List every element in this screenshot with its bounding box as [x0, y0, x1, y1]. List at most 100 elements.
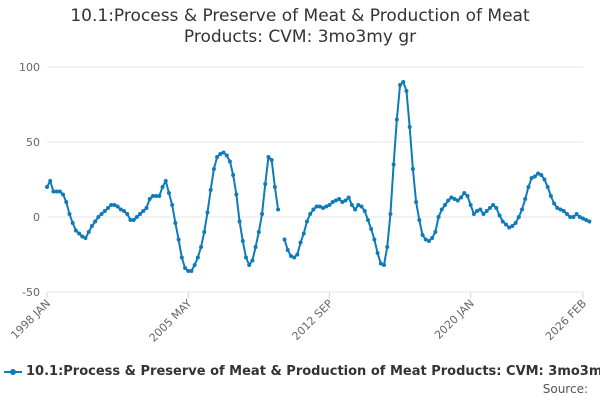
- point: [93, 219, 98, 224]
- point: [173, 221, 178, 225]
- point: [118, 207, 123, 212]
- point: [276, 207, 281, 212]
- point: [503, 222, 508, 227]
- point: [122, 209, 127, 213]
- point: [256, 230, 261, 234]
- point: [157, 194, 162, 198]
- point: [462, 191, 467, 195]
- point: [359, 204, 364, 209]
- point: [61, 192, 66, 197]
- point: [186, 269, 191, 273]
- point: [250, 258, 255, 263]
- point: [234, 192, 239, 197]
- point: [215, 155, 220, 159]
- point: [420, 233, 425, 237]
- point: [333, 198, 338, 203]
- point: [417, 218, 422, 222]
- point: [269, 158, 274, 162]
- point: [54, 189, 59, 194]
- point: [263, 182, 268, 186]
- point: [340, 200, 345, 204]
- point: [542, 177, 547, 182]
- point: [51, 189, 56, 194]
- point: [337, 197, 342, 201]
- point: [301, 231, 306, 236]
- point: [227, 159, 232, 164]
- point: [105, 206, 110, 210]
- point: [465, 194, 470, 198]
- point: [199, 245, 204, 249]
- point: [587, 219, 592, 224]
- point: [166, 191, 171, 195]
- point: [362, 209, 367, 213]
- point: [385, 245, 390, 249]
- point: [266, 155, 271, 159]
- legend-label: 10.1:Process & Preserve of Meat & Produc…: [26, 364, 600, 379]
- point: [446, 198, 451, 203]
- point: [163, 179, 168, 183]
- point: [487, 206, 492, 210]
- point: [536, 171, 541, 176]
- point: [224, 153, 229, 158]
- point: [45, 185, 49, 189]
- point: [125, 212, 130, 216]
- point: [205, 210, 210, 215]
- point: [48, 179, 53, 183]
- point: [99, 212, 104, 216]
- point: [109, 203, 114, 207]
- point: [426, 239, 431, 243]
- point: [247, 263, 252, 267]
- point: [394, 117, 399, 122]
- point: [272, 185, 277, 189]
- point: [304, 219, 309, 224]
- point: [288, 254, 293, 258]
- y-tick-label: 50: [26, 136, 40, 149]
- point: [564, 212, 569, 216]
- point: [568, 215, 573, 219]
- point: [346, 195, 351, 200]
- point: [436, 215, 441, 219]
- x-tick-label: 2026 FEB: [543, 297, 589, 343]
- point: [70, 221, 75, 225]
- chart-title: 10.1:Process & Preserve of Meat & Produc…: [70, 6, 530, 47]
- point: [548, 194, 553, 198]
- point: [57, 189, 62, 194]
- point: [430, 236, 435, 240]
- point: [401, 80, 406, 84]
- point: [147, 197, 152, 201]
- point: [581, 216, 585, 221]
- point: [330, 200, 335, 204]
- point: [558, 207, 563, 212]
- point: [192, 263, 197, 267]
- point: [375, 251, 380, 255]
- point: [282, 237, 287, 242]
- point: [516, 215, 521, 219]
- point: [455, 198, 460, 203]
- point: [218, 152, 223, 156]
- point: [475, 209, 480, 213]
- point: [150, 194, 155, 198]
- point: [176, 237, 181, 242]
- point: [243, 255, 248, 260]
- point: [86, 230, 91, 234]
- point: [77, 231, 82, 236]
- point: [96, 215, 101, 219]
- y-tick-label: -50: [22, 286, 40, 299]
- point: [439, 207, 444, 212]
- point: [231, 173, 236, 177]
- point: [83, 236, 88, 240]
- point: [398, 83, 403, 87]
- point: [577, 215, 582, 219]
- point: [484, 209, 489, 213]
- point: [520, 207, 525, 212]
- point: [240, 239, 245, 243]
- point: [571, 215, 576, 219]
- point: [532, 174, 537, 179]
- point: [211, 167, 216, 171]
- point: [292, 255, 297, 260]
- point: [391, 162, 396, 167]
- point: [138, 212, 143, 216]
- x-tick-label: 2020 JAN: [432, 297, 477, 342]
- point: [452, 197, 457, 201]
